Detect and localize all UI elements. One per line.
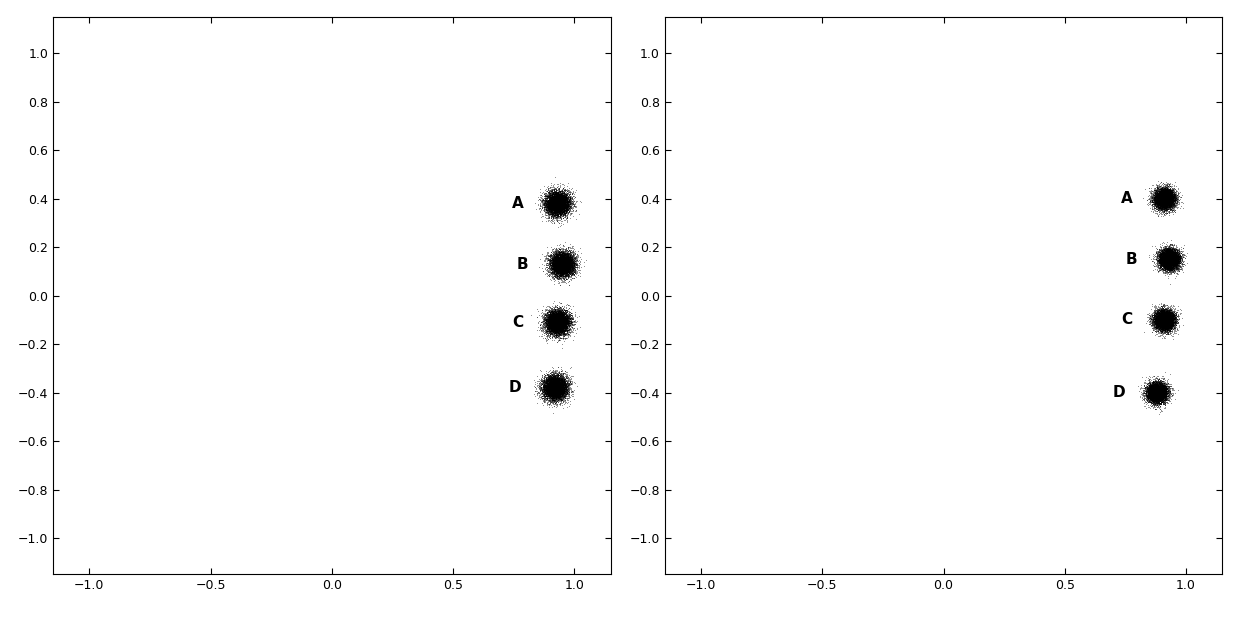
- Text: B: B: [517, 257, 528, 272]
- Text: D: D: [508, 380, 521, 395]
- Text: A: A: [512, 196, 523, 211]
- Text: C: C: [1121, 312, 1132, 327]
- Text: B: B: [1126, 252, 1137, 267]
- Text: C: C: [512, 314, 523, 330]
- Text: A: A: [1121, 191, 1132, 206]
- Text: D: D: [1112, 385, 1126, 400]
